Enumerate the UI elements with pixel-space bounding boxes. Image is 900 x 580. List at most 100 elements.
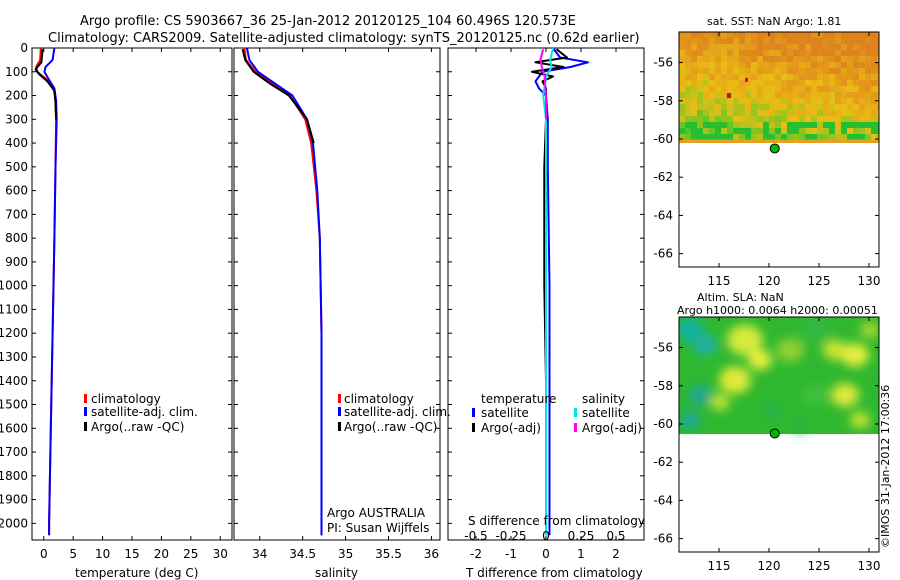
sst-cell	[853, 44, 860, 51]
x-tick-label: 1	[577, 547, 585, 561]
sst-cell	[865, 80, 872, 87]
sst-cell	[823, 92, 830, 99]
sst-cell	[847, 68, 854, 75]
sst-cell	[811, 134, 818, 140]
sst-cell	[703, 74, 710, 81]
sst-cell	[871, 68, 878, 75]
sla-map-panel: Altim. SLA: NaN Argo h1000: 0.0064 h2000…	[653, 291, 880, 573]
sst-cell	[733, 62, 740, 69]
sst-cell	[757, 44, 764, 51]
sst-cell	[835, 44, 842, 51]
sst-cell	[697, 104, 704, 111]
sst-cell	[715, 128, 722, 135]
sst-cell	[757, 74, 764, 81]
sst-cell	[709, 122, 716, 129]
sst-cell	[841, 32, 848, 39]
sst-cell	[745, 92, 752, 99]
sst-cell	[769, 32, 776, 39]
float-position-marker	[769, 143, 780, 154]
sst-cell	[745, 110, 752, 117]
x-tick-label: 25	[183, 547, 198, 561]
sst-cell	[775, 50, 782, 57]
sla-blob	[727, 324, 763, 356]
y-tick-label: 600	[5, 184, 28, 198]
sst-cell	[817, 122, 824, 129]
sst-cell	[811, 104, 818, 111]
sst-y-ticks: -56 -58 -60 -62 -64 -66	[653, 56, 879, 261]
y-tick-label: 1300	[0, 350, 28, 364]
sst-cell	[679, 50, 686, 57]
sst-cell	[787, 92, 794, 99]
sst-cell	[787, 38, 794, 45]
sst-cell	[751, 38, 758, 45]
sst-cell	[817, 68, 824, 75]
sst-cell	[871, 134, 878, 140]
sst-cell	[769, 110, 776, 117]
sst-map-panel: sat. SST: NaN Argo: 1.81 -56 -58 -60 -62 -64…	[653, 15, 880, 288]
sst-cell	[781, 122, 788, 129]
sst-cell	[799, 92, 806, 99]
sst-cell	[847, 86, 854, 93]
sst-cell	[871, 74, 878, 81]
sst-cell	[721, 38, 728, 45]
salinity-lines	[241, 47, 323, 536]
sst-cell	[745, 86, 752, 93]
sst-cell	[691, 56, 698, 63]
sst-cell	[817, 92, 824, 99]
sst-cell	[679, 32, 686, 39]
sst-cell	[859, 44, 866, 51]
sst-cell	[727, 134, 734, 140]
y-tick-label: 500	[5, 160, 28, 174]
sst-cell	[787, 86, 794, 93]
sst-cell	[865, 62, 872, 69]
sst-cell	[847, 56, 854, 63]
sst-cell	[835, 50, 842, 57]
sst-cell	[811, 50, 818, 57]
sst-cell	[685, 122, 692, 129]
sst-cell	[781, 92, 788, 99]
sst-cell	[805, 104, 812, 111]
header-line-1: Argo profile: CS 5903667_36 25-Jan-2012 …	[80, 14, 576, 29]
temperature-panel: 0100200300400500600700800900100011001200…	[0, 41, 233, 580]
sst-cell	[757, 50, 764, 57]
sst-cell	[709, 116, 716, 123]
series-line-satellite-adj-clim-	[43, 47, 58, 536]
sst-cell	[703, 110, 710, 117]
sst-cell	[697, 122, 704, 129]
sst-cell	[853, 50, 860, 57]
sst-cell	[745, 128, 752, 135]
sst-cell	[703, 128, 710, 135]
y-tick-label: 400	[5, 136, 28, 150]
sst-cell	[679, 74, 686, 81]
sst-cell	[733, 110, 740, 117]
t-difference-axis-label: T difference from climatology	[465, 566, 643, 580]
sst-cell	[775, 44, 782, 51]
sst-cell	[811, 98, 818, 105]
sst-cell	[817, 38, 824, 45]
argo-program-annotation: Argo AUSTRALIA	[327, 506, 426, 520]
sst-cell	[871, 80, 878, 87]
sst-cell	[847, 134, 854, 140]
sst-cell	[787, 74, 794, 81]
sst-cell	[859, 122, 866, 129]
x-tick-label: -2	[470, 547, 482, 561]
sst-cell	[733, 80, 740, 87]
sst-cell	[763, 38, 770, 45]
sst-cell	[715, 110, 722, 117]
sst-cell	[859, 98, 866, 105]
legend-swatch-climatology	[338, 394, 341, 403]
sst-cell	[817, 62, 824, 69]
sst-cell	[787, 44, 794, 51]
sst-cell	[727, 80, 734, 87]
y-tick-label: 900	[5, 255, 28, 269]
sst-cell	[817, 116, 824, 123]
sst-cell	[829, 116, 836, 123]
series-line-climatology	[243, 47, 323, 536]
sst-cell	[775, 92, 782, 99]
sst-cell	[727, 74, 734, 81]
sst-cell	[823, 110, 830, 117]
sst-cell	[691, 134, 698, 140]
sst-cell	[775, 122, 782, 129]
sst-cell	[739, 104, 746, 111]
sst-cell	[787, 62, 794, 69]
